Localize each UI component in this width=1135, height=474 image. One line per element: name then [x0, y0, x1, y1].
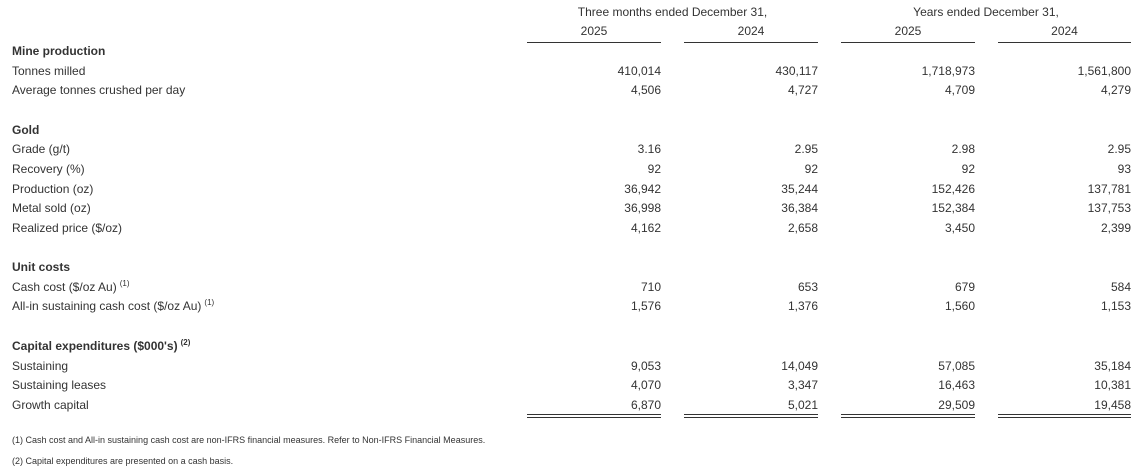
total-rule — [998, 413, 1131, 415]
row-label: Recovery (%) — [12, 161, 85, 176]
cell-value: 4,727 — [787, 83, 818, 98]
footnote: (1) Cash cost and All-in sustaining cash… — [12, 435, 486, 445]
cell-value: 19,458 — [1094, 397, 1131, 412]
cell-value: 4,162 — [630, 220, 661, 235]
row-label: Sustaining — [12, 358, 69, 373]
group-header: Three months ended December 31, — [577, 5, 768, 19]
cell-value: 57,085 — [938, 358, 975, 373]
row-label: Sustaining leases — [12, 378, 107, 393]
cell-value: 653 — [797, 279, 818, 294]
section-title: Gold — [12, 122, 40, 137]
cell-value: 1,376 — [787, 299, 818, 314]
cell-value: 710 — [640, 279, 661, 294]
cell-value: 35,244 — [781, 181, 818, 196]
cell-value: 1,561,800 — [1077, 63, 1131, 78]
cell-value: 152,426 — [931, 181, 975, 196]
cell-value: 36,942 — [624, 181, 661, 196]
footnote-ref: (2) — [180, 337, 191, 347]
row-label: Grade (g/t) — [12, 142, 71, 157]
cell-value: 92 — [961, 161, 975, 176]
footnote-ref: (1) — [119, 278, 130, 288]
cell-value: 2.95 — [794, 142, 818, 157]
total-rule — [841, 413, 975, 415]
cell-value: 36,998 — [624, 201, 661, 216]
header-rule — [998, 42, 1131, 43]
cell-value: 93 — [1117, 161, 1131, 176]
header-rule — [684, 42, 818, 43]
cell-value: 4,506 — [630, 83, 661, 98]
row-label: Average tonnes crushed per day — [12, 83, 186, 98]
cell-value: 4,279 — [1100, 83, 1131, 98]
cell-value: 6,870 — [630, 397, 661, 412]
total-rule — [527, 416, 661, 418]
cell-value: 2.98 — [951, 142, 975, 157]
header-rule — [841, 42, 975, 43]
cell-value: 410,014 — [617, 63, 661, 78]
cell-value: 9,053 — [630, 358, 661, 373]
cell-value: 3,347 — [787, 378, 818, 393]
year-header: 2025 — [894, 24, 922, 38]
cell-value: 137,781 — [1087, 181, 1131, 196]
row-label: Tonnes milled — [12, 63, 86, 78]
section-title: Mine production — [12, 44, 106, 58]
cell-value: 3.16 — [637, 142, 661, 157]
total-rule — [684, 413, 818, 415]
cell-value: 92 — [647, 161, 661, 176]
group-header: Years ended December 31, — [913, 5, 1059, 19]
cell-value: 4,070 — [630, 378, 661, 393]
section-title: Capital expenditures ($000's) (2) — [12, 337, 191, 353]
cell-value: 1,718,973 — [921, 63, 975, 78]
year-header: 2025 — [580, 24, 608, 38]
cell-value: 4,709 — [944, 83, 975, 98]
year-header: 2024 — [737, 24, 765, 38]
cell-value: 35,184 — [1094, 358, 1131, 373]
row-label: All-in sustaining cash cost ($/oz Au) (1) — [12, 298, 215, 314]
cell-value: 14,049 — [781, 358, 818, 373]
footnote-ref: (1) — [204, 298, 215, 308]
cell-value: 29,509 — [938, 397, 975, 412]
total-rule — [527, 413, 661, 415]
cell-value: 1,153 — [1100, 299, 1131, 314]
cell-value: 16,463 — [938, 378, 975, 393]
cell-value: 137,753 — [1087, 201, 1131, 216]
total-rule — [684, 416, 818, 418]
row-label: Growth capital — [12, 397, 89, 412]
cell-value: 10,381 — [1094, 378, 1131, 393]
row-label: Cash cost ($/oz Au) (1) — [12, 278, 130, 294]
total-rule — [998, 416, 1131, 418]
cell-value: 152,384 — [931, 201, 975, 216]
cell-value: 679 — [954, 279, 975, 294]
total-rule — [841, 416, 975, 418]
cell-value: 3,450 — [944, 220, 975, 235]
row-label: Metal sold (oz) — [12, 201, 91, 216]
cell-value: 36,384 — [781, 201, 818, 216]
cell-value: 2.95 — [1107, 142, 1131, 157]
row-label: Production (oz) — [12, 181, 94, 196]
footnote: (2) Capital expenditures are presented o… — [12, 456, 234, 466]
cell-value: 2,658 — [787, 220, 818, 235]
cell-value: 1,560 — [944, 299, 975, 314]
row-label: Realized price ($/oz) — [12, 220, 123, 235]
cell-value: 430,117 — [775, 63, 819, 78]
cell-value: 92 — [804, 161, 818, 176]
cell-value: 2,399 — [1100, 220, 1131, 235]
cell-value: 584 — [1110, 279, 1131, 294]
cell-value: 5,021 — [787, 397, 818, 412]
section-title: Unit costs — [12, 260, 71, 275]
header-rule — [527, 42, 661, 43]
cell-value: 1,576 — [630, 299, 661, 314]
year-header: 2024 — [1051, 24, 1078, 38]
